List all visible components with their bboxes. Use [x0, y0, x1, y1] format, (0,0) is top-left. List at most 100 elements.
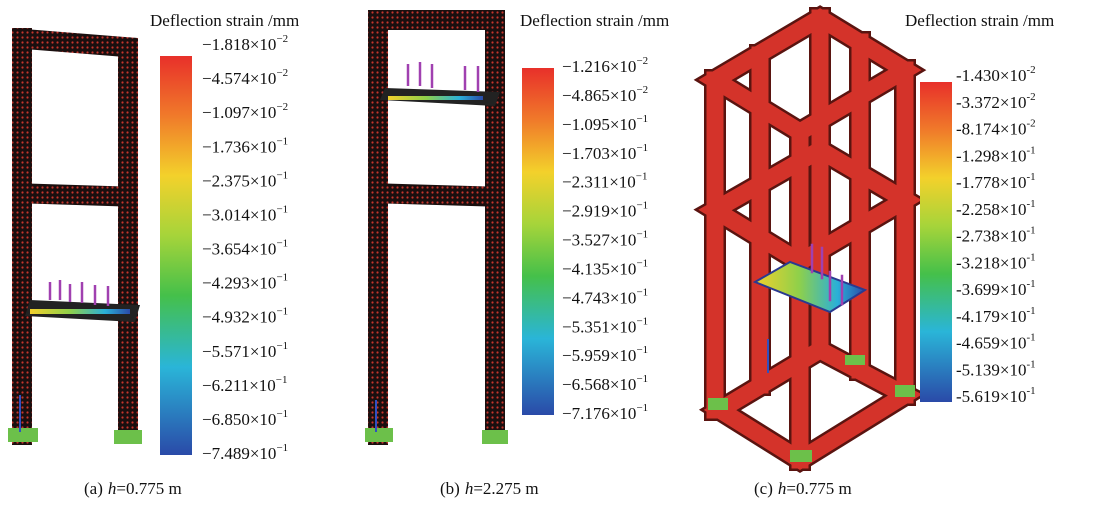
colorbar-label: −6.211×10−1	[202, 373, 288, 394]
label-exponent: -1	[1027, 278, 1036, 290]
colorbar-label: −2.375×10−1	[202, 169, 288, 190]
colorbar-label: −4.135×10−1	[562, 257, 648, 278]
colorbar-label: -4.179×10-1	[956, 304, 1036, 325]
label-exponent: −1	[276, 373, 288, 385]
label-coefficient: −7.489×10	[202, 444, 276, 463]
label-coefficient: −1.097×10	[202, 103, 276, 122]
colorbar-label: −1.216×10−2	[562, 55, 648, 76]
label-exponent: −2	[276, 101, 288, 113]
label-coefficient: −6.211×10	[202, 376, 276, 395]
label-exponent: −1	[276, 169, 288, 181]
colorbar	[920, 82, 952, 402]
colorbar-label: −5.571×10−1	[202, 339, 288, 360]
label-coefficient: −6.850×10	[202, 410, 276, 429]
label-exponent: -2	[1027, 90, 1036, 102]
label-coefficient: −2.919×10	[562, 201, 636, 220]
colorbar-label: −3.014×10−1	[202, 203, 288, 224]
label-coefficient: −1.703×10	[562, 144, 636, 163]
page: {"panels": [ {"legend_title": "Deflectio…	[0, 0, 1118, 503]
colorbar-label: −7.176×10−1	[562, 402, 648, 423]
label-coefficient: −5.959×10	[562, 346, 636, 365]
legend-title: Deflection strain /mm	[520, 11, 669, 30]
colorbar-label: -2.258×10-1	[956, 197, 1036, 218]
colorbar-label: −4.932×10−1	[202, 305, 288, 326]
colorbar-label: -4.659×10-1	[956, 331, 1036, 352]
label-coefficient: −4.932×10	[202, 308, 276, 327]
label-exponent: −1	[636, 315, 648, 327]
label-coefficient: -3.372×10	[956, 93, 1027, 112]
caption-value: =0.775 m	[116, 479, 181, 498]
colorbar-label: -1.298×10-1	[956, 144, 1036, 165]
label-coefficient: −4.135×10	[562, 259, 636, 278]
label-exponent: −1	[636, 170, 648, 182]
label-exponent: −1	[276, 442, 288, 454]
colorbar-label: -1.430×10-2	[956, 64, 1036, 85]
colorbar-label: −2.919×10−1	[562, 199, 648, 220]
colorbar-label: −6.568×10−1	[562, 373, 648, 394]
label-coefficient: -2.738×10	[956, 226, 1027, 245]
label-exponent: -1	[1027, 224, 1036, 236]
label-coefficient: −4.865×10	[562, 86, 636, 105]
label-coefficient: -5.139×10	[956, 360, 1027, 379]
label-coefficient: -1.298×10	[956, 146, 1027, 165]
caption-label: (a)	[84, 479, 103, 498]
label-exponent: -2	[1027, 64, 1036, 76]
frame-b	[365, 10, 508, 445]
colorbar-label: -8.174×10-2	[956, 117, 1036, 138]
colorbar-label: -5.139×10-1	[956, 358, 1036, 379]
label-coefficient: -1.778×10	[956, 173, 1027, 192]
colorbar-label: −4.293×10−1	[202, 271, 288, 292]
label-exponent: -2	[1027, 117, 1036, 129]
label-exponent: -1	[1027, 358, 1036, 370]
colorbar-label: -5.619×10-1	[956, 385, 1036, 406]
caption-value: =2.275 m	[473, 479, 538, 498]
label-coefficient: −4.743×10	[562, 288, 636, 307]
figure: Deflection strain /mm −1.818×10−2 −4.574×1…	[0, 0, 1118, 503]
label-exponent: −1	[636, 344, 648, 356]
colorbar-label: −2.311×10−1	[562, 170, 648, 191]
label-exponent: −1	[276, 407, 288, 419]
label-exponent: -1	[1027, 251, 1036, 263]
caption: (a)h=0.775 m	[84, 479, 182, 498]
label-coefficient: −4.293×10	[202, 273, 276, 292]
label-exponent: −1	[276, 237, 288, 249]
legend-title: Deflection strain /mm	[905, 11, 1054, 30]
colorbar-label: −5.351×10−1	[562, 315, 648, 336]
label-exponent: -1	[1027, 144, 1036, 156]
label-exponent: −1	[636, 199, 648, 211]
label-exponent: −1	[636, 257, 648, 269]
label-exponent: -1	[1027, 197, 1036, 209]
colorbar-label: −1.703×10−1	[562, 141, 648, 162]
label-exponent: −1	[636, 373, 648, 385]
colorbar-label: −3.527×10−1	[562, 228, 648, 249]
label-exponent: −1	[636, 286, 648, 298]
label-coefficient: −1.736×10	[202, 137, 276, 156]
caption-label: (b)	[440, 479, 460, 498]
label-coefficient: -4.179×10	[956, 307, 1027, 326]
caption-value: =0.775 m	[786, 479, 851, 498]
colorbar-label: −3.654×10−1	[202, 237, 288, 258]
colorbar-label: −4.574×10−2	[202, 67, 288, 88]
colorbar-label: −6.850×10−1	[202, 407, 288, 428]
colorbar	[522, 68, 554, 415]
colorbar-label: -1.778×10-1	[956, 171, 1036, 192]
label-exponent: −1	[276, 305, 288, 317]
colorbar-label: −4.743×10−1	[562, 286, 648, 307]
colorbar-label: -3.699×10-1	[956, 278, 1036, 299]
caption-variable: h	[465, 479, 474, 498]
label-coefficient: −5.351×10	[562, 317, 636, 336]
colorbar-label: −7.489×10−1	[202, 442, 288, 463]
legend-title: Deflection strain /mm	[150, 11, 299, 30]
colorbar-label: −1.818×10−2	[202, 33, 288, 54]
label-exponent: −1	[276, 135, 288, 147]
colorbar-label: −1.097×10−2	[202, 101, 288, 122]
label-coefficient: −4.574×10	[202, 69, 276, 88]
colorbar-label: −5.959×10−1	[562, 344, 648, 365]
label-exponent: −1	[276, 271, 288, 283]
label-coefficient: -8.174×10	[956, 119, 1027, 138]
label-exponent: −1	[276, 203, 288, 215]
label-exponent: −2	[636, 83, 648, 95]
colorbar	[160, 56, 192, 455]
caption-variable: h	[778, 479, 787, 498]
label-coefficient: −3.654×10	[202, 239, 276, 258]
